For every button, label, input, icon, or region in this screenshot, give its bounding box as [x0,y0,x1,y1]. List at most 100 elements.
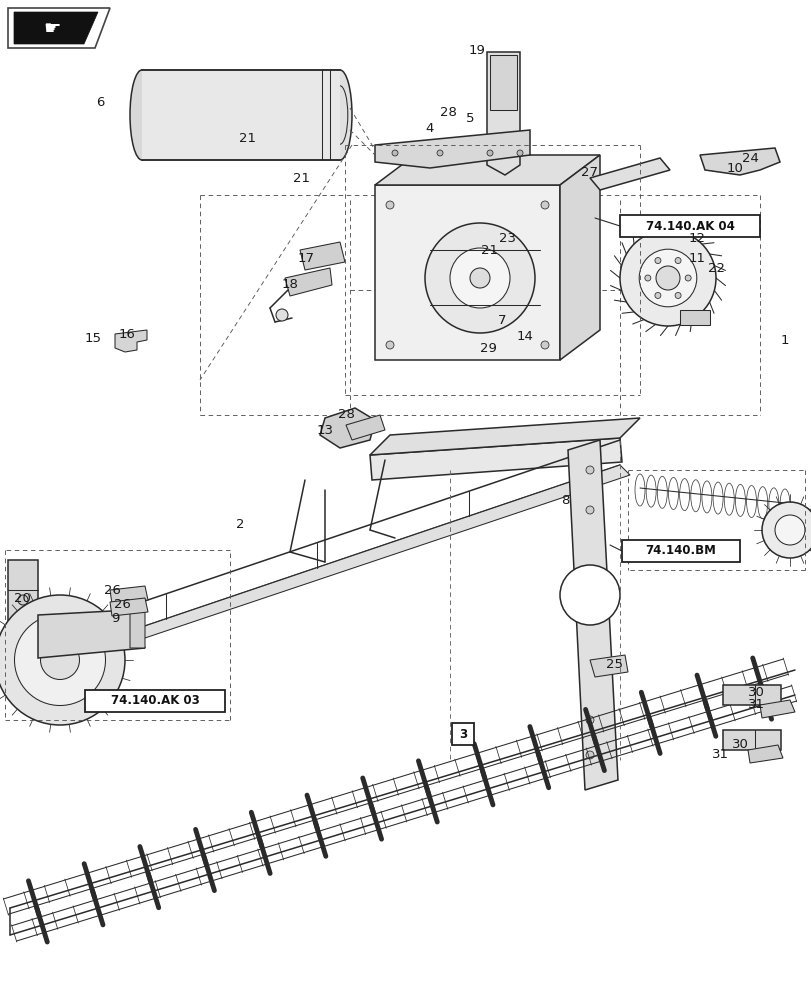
Text: 25: 25 [606,658,623,672]
Polygon shape [109,598,148,616]
Polygon shape [375,155,599,185]
Text: 15: 15 [84,332,101,344]
Polygon shape [759,700,794,718]
Text: 21: 21 [481,243,498,256]
Text: 8: 8 [560,493,569,506]
Circle shape [18,660,28,670]
Polygon shape [115,330,147,352]
Text: 19: 19 [468,43,485,56]
Circle shape [655,266,679,290]
Circle shape [517,150,522,156]
Text: 2: 2 [235,518,244,532]
Text: 3: 3 [458,728,466,740]
Text: 23: 23 [499,232,516,244]
Text: 20: 20 [14,591,30,604]
Circle shape [487,150,492,156]
Text: 31: 31 [710,748,727,762]
Bar [452,723,474,745]
Circle shape [276,309,288,321]
Circle shape [586,751,594,759]
Polygon shape [699,148,779,175]
Polygon shape [299,242,345,270]
Text: 28: 28 [337,408,354,422]
Polygon shape [370,418,639,455]
Text: 4: 4 [425,121,434,134]
Polygon shape [590,655,627,677]
Circle shape [15,614,105,706]
Bar [722,685,780,705]
Text: 31: 31 [747,698,764,712]
Circle shape [644,275,650,281]
Text: 26: 26 [114,598,131,611]
Circle shape [436,150,443,156]
Text: 30: 30 [731,738,748,752]
Circle shape [774,515,804,545]
Bar [375,185,560,360]
Ellipse shape [328,70,351,160]
Text: 21: 21 [239,131,256,144]
Text: ☛: ☛ [43,18,61,37]
Text: 24: 24 [740,151,757,164]
Circle shape [620,230,715,326]
Polygon shape [375,130,530,168]
Bar [722,730,780,750]
Text: 9: 9 [110,611,119,624]
Polygon shape [14,12,98,44]
Polygon shape [109,586,148,604]
Text: 10: 10 [726,161,743,174]
Text: 74.140.AK 04: 74.140.AK 04 [645,220,733,232]
Polygon shape [15,465,629,680]
Text: 12: 12 [688,232,705,244]
Circle shape [684,275,690,281]
Polygon shape [8,560,38,680]
Bar [621,540,739,562]
Text: 28: 28 [439,105,456,118]
Circle shape [41,641,79,680]
Circle shape [560,565,620,625]
Text: 17: 17 [297,251,314,264]
Circle shape [761,502,811,558]
Circle shape [392,150,397,156]
Text: 14: 14 [516,330,533,342]
Ellipse shape [130,70,154,160]
Circle shape [18,595,28,605]
Polygon shape [487,52,519,175]
Polygon shape [285,268,332,296]
Circle shape [674,292,680,298]
Bar [620,215,759,237]
Text: 74.140.BM: 74.140.BM [645,544,715,558]
Text: 30: 30 [747,686,763,700]
Polygon shape [679,310,709,325]
Polygon shape [590,158,669,190]
Text: 18: 18 [281,278,298,292]
Text: 27: 27 [581,165,598,178]
Text: 26: 26 [104,584,120,596]
Circle shape [385,341,393,349]
Circle shape [0,595,125,725]
Text: 22: 22 [708,261,724,274]
Polygon shape [8,8,109,48]
Circle shape [540,201,548,209]
Polygon shape [370,438,621,480]
Polygon shape [130,608,145,648]
Polygon shape [568,440,617,790]
Circle shape [654,292,660,298]
Circle shape [654,258,660,264]
Polygon shape [38,610,145,658]
Text: 11: 11 [688,251,705,264]
Circle shape [586,466,594,474]
Circle shape [674,258,680,264]
Text: 7: 7 [497,314,505,326]
Text: 5: 5 [466,111,474,124]
Polygon shape [747,745,782,763]
Polygon shape [489,55,517,110]
Circle shape [638,249,696,307]
Text: 13: 13 [316,424,333,436]
Text: 6: 6 [96,97,104,109]
Text: 1: 1 [780,334,788,347]
Polygon shape [560,155,599,360]
Circle shape [424,223,534,333]
Text: 21: 21 [293,172,310,184]
Polygon shape [320,408,375,448]
Circle shape [449,248,509,308]
